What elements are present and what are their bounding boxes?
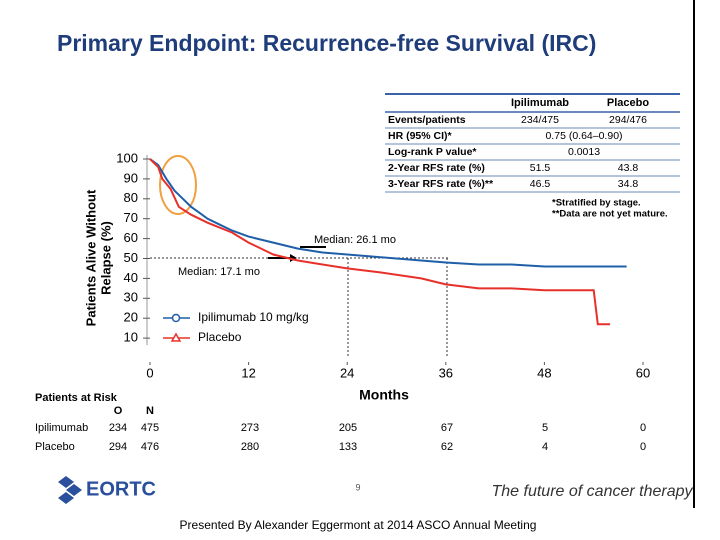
stats-table: Ipilimumab Placebo Events/patients 234/475 2…: [385, 93, 680, 220]
at-risk-count: 280: [241, 441, 259, 453]
annotation: Median: 17.1 mo: [178, 266, 260, 278]
footer: Presented By Alexander Eggermont at 2014…: [180, 518, 537, 532]
annotation: Median: 26.1 mo: [314, 234, 396, 246]
y-tick-label: 20: [124, 310, 138, 325]
table-cell: 0.75 (0.64–0.90): [545, 130, 622, 142]
at-risk-title: Patients at Risk: [35, 392, 118, 404]
x-tick-label: 24: [340, 365, 354, 380]
table-row-label: 2-Year RFS rate (%): [388, 162, 485, 174]
x-tick-label: 12: [241, 365, 255, 380]
at-risk-label: Placebo: [35, 441, 75, 453]
y-tick-label: 50: [124, 250, 138, 265]
y-tick-label: 90: [124, 170, 138, 185]
x-tick-label: 0: [146, 365, 153, 380]
logo-text: EORTC: [86, 478, 156, 500]
at-risk-count: 273: [241, 422, 259, 434]
at-risk-count: 62: [441, 441, 453, 453]
at-risk-count: 133: [339, 441, 357, 453]
at-risk-count: 205: [339, 422, 357, 434]
at-risk-count: 0: [640, 441, 646, 453]
legend-label: Ipilimumab 10 mg/kg: [198, 310, 309, 324]
at-risk-column: N: [146, 405, 154, 417]
x-axis-title: Months: [359, 387, 409, 403]
at-risk-label: Ipilimumab: [35, 422, 88, 434]
table-cell: 51.5: [530, 162, 551, 174]
at-risk-count: 0: [640, 422, 646, 434]
x-tick-label: 48: [537, 365, 551, 380]
at-risk-count: 234: [109, 422, 127, 434]
y-tick-label: 80: [124, 190, 138, 205]
y-tick-label: 30: [124, 290, 138, 305]
logo: EORTC: [58, 476, 156, 504]
logo-mark: [58, 476, 82, 504]
at-risk-column: O: [114, 405, 123, 417]
table-cell: 294/476: [609, 114, 647, 126]
legend-marker: [171, 313, 181, 323]
table-header: Placebo: [607, 97, 649, 109]
table-cell: 34.8: [618, 178, 639, 190]
table-cell: 0.0013: [568, 146, 600, 158]
at-risk-count: 294: [109, 441, 127, 453]
table-row-label: Events/patients: [388, 114, 466, 126]
survival-curve: [149, 158, 627, 268]
table-cell: 46.5: [530, 178, 551, 190]
table-cell: 234/475: [521, 114, 559, 126]
at-risk-count: 475: [141, 422, 159, 434]
y-tick-label: 10: [124, 330, 138, 345]
y-tick-label: 60: [124, 230, 138, 245]
survival-curve: [149, 158, 611, 326]
at-risk-count: 4: [542, 441, 548, 453]
y-tick-label: 40: [124, 270, 138, 285]
x-tick-label: 60: [636, 365, 650, 380]
table-footnote: **Data are not yet mature.: [552, 209, 668, 220]
legend-marker: [170, 332, 182, 342]
table-row-label: 3-Year RFS rate (%)**: [388, 178, 494, 190]
y-tick-label: 100: [116, 150, 138, 165]
x-tick-label: 36: [439, 365, 453, 380]
table-row-label: Log-rank P value*: [388, 146, 477, 158]
at-risk-count: 5: [542, 422, 548, 434]
y-label-line: Relapse (%): [98, 221, 113, 295]
slide-title: Primary Endpoint: Recurrence-free Surviv…: [57, 30, 596, 56]
at-risk-count: 67: [441, 422, 453, 434]
y-axis-title: Patients Alive Without Relapse (%): [83, 189, 113, 326]
tagline: The future of cancer therapy: [492, 483, 694, 500]
table-footnote: *Stratified by stage.: [552, 198, 641, 209]
y-label-line: Patients Alive Without: [83, 189, 98, 326]
y-tick-label: 70: [124, 210, 138, 225]
page-number: 9: [355, 482, 360, 492]
table-row-label: HR (95% CI)*: [388, 130, 453, 142]
table-cell: 43.8: [618, 162, 639, 174]
table-header: Ipilimumab: [511, 97, 569, 109]
at-risk-count: 476: [141, 441, 159, 453]
legend-label: Placebo: [198, 330, 242, 344]
highlight-circle: [159, 155, 197, 215]
